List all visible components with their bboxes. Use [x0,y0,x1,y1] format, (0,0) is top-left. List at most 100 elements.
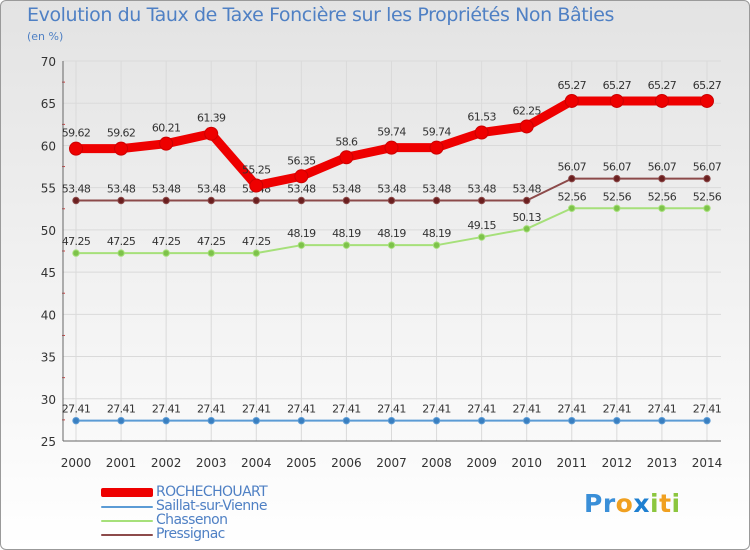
logo-letter: i [650,489,660,518]
data-point [207,249,215,257]
x-tick-label: 2010 [511,456,542,470]
data-label: 52.56 [558,190,587,203]
data-point [207,416,215,425]
y-tick-label: 30 [41,393,56,407]
x-tick-label: 2005 [286,456,317,470]
data-point [342,241,351,249]
data-point [699,93,714,108]
data-label: 55.25 [242,164,271,177]
grid-lines [63,60,721,442]
data-point [387,241,396,249]
x-tick-label: 2007 [376,456,407,470]
data-label: 27.41 [422,403,451,416]
data-point [432,241,441,249]
data-point [477,416,486,425]
data-point [477,233,486,241]
logo-letter: P [584,489,603,518]
proxiti-logo: Proxiti [584,489,681,518]
data-point [387,416,396,425]
data-point [519,119,534,134]
data-label: 56.07 [603,161,632,174]
data-label: 48.19 [287,227,316,240]
data-point [658,174,666,183]
data-label: 56.07 [558,161,587,174]
data-label: 53.48 [332,183,361,196]
data-label: 52.56 [693,190,722,203]
data-label: 27.41 [107,403,136,416]
data-point [69,141,83,156]
data-label: 27.41 [693,403,722,416]
y-tick-label: 55 [41,182,56,196]
data-point [117,196,125,205]
x-tick-label: 2012 [602,456,633,470]
logo-letter: r [602,489,616,518]
data-point [387,196,396,205]
data-label: 65.27 [603,79,632,92]
data-point [523,416,531,425]
data-point [384,140,399,155]
data-point [609,93,624,108]
x-tick-label: 2013 [647,456,678,470]
data-label: 53.48 [467,183,496,196]
data-label: 27.41 [467,403,496,416]
data-label: 48.19 [332,227,361,240]
data-label: 61.39 [197,112,226,125]
legend-label-rochechouart: ROCHECHOUART [156,484,268,500]
y-tick-label: 45 [41,266,56,280]
legend-swatch-saillat [101,506,153,508]
data-label: 59.62 [62,127,91,140]
x-tick-label: 2003 [196,456,227,470]
data-point [249,178,264,193]
chart-title: Evolution du Taux de Taxe Foncière sur l… [27,4,615,26]
data-point [72,416,80,425]
y-tick-label: 70 [41,55,56,69]
data-label: 58.6 [335,135,358,148]
data-point [252,416,260,425]
data-point [159,136,174,151]
data-label: 27.41 [512,403,541,416]
data-point [252,249,260,257]
data-point [72,196,80,205]
data-label: 47.25 [107,235,136,248]
data-label: 53.48 [377,183,406,196]
data-point [297,241,306,249]
data-point [342,196,351,205]
data-label: 27.41 [648,403,677,416]
data-point [654,93,669,108]
x-tick-label: 2002 [151,456,182,470]
data-label: 59.74 [422,126,451,139]
x-tick-label: 2004 [241,456,272,470]
legend-label-saillat: Saillat-sur-Vienne [156,498,267,514]
data-label: 27.41 [332,403,361,416]
data-label: 48.19 [377,227,406,240]
axes: 25 30 35 40 45 50 55 60 65 70 2000 2001 2002 2003 2004… [41,55,723,470]
x-tick-label: 2014 [692,456,723,470]
data-point [117,416,125,425]
data-label: 53.48 [152,183,181,196]
data-label: 27.41 [287,403,316,416]
chart-subtitle: (en %) [27,30,64,43]
legend-swatch-rochechouart [101,488,153,497]
x-tick-label: 2009 [466,456,497,470]
data-point [568,174,576,183]
data-point [162,249,170,257]
data-point [72,249,80,257]
data-label: 48.19 [422,227,451,240]
data-label: 27.41 [152,403,181,416]
data-point [162,196,170,205]
legend-swatch-chassenon [101,520,153,522]
data-label: 65.27 [558,79,587,92]
series-group: 27.41 27.41 27.41 27.41 27.41 27.41 27.41 27.41… [62,79,722,425]
data-point [613,416,621,425]
data-point [703,204,711,212]
data-label: 52.56 [648,190,677,203]
data-point [432,196,441,205]
data-point [162,416,170,425]
logo-letter: t [659,489,672,518]
data-label: 27.41 [62,403,91,416]
data-label: 56.07 [648,161,677,174]
data-point [613,204,621,212]
data-label: 47.25 [197,235,226,248]
y-tick-label: 60 [41,139,56,153]
